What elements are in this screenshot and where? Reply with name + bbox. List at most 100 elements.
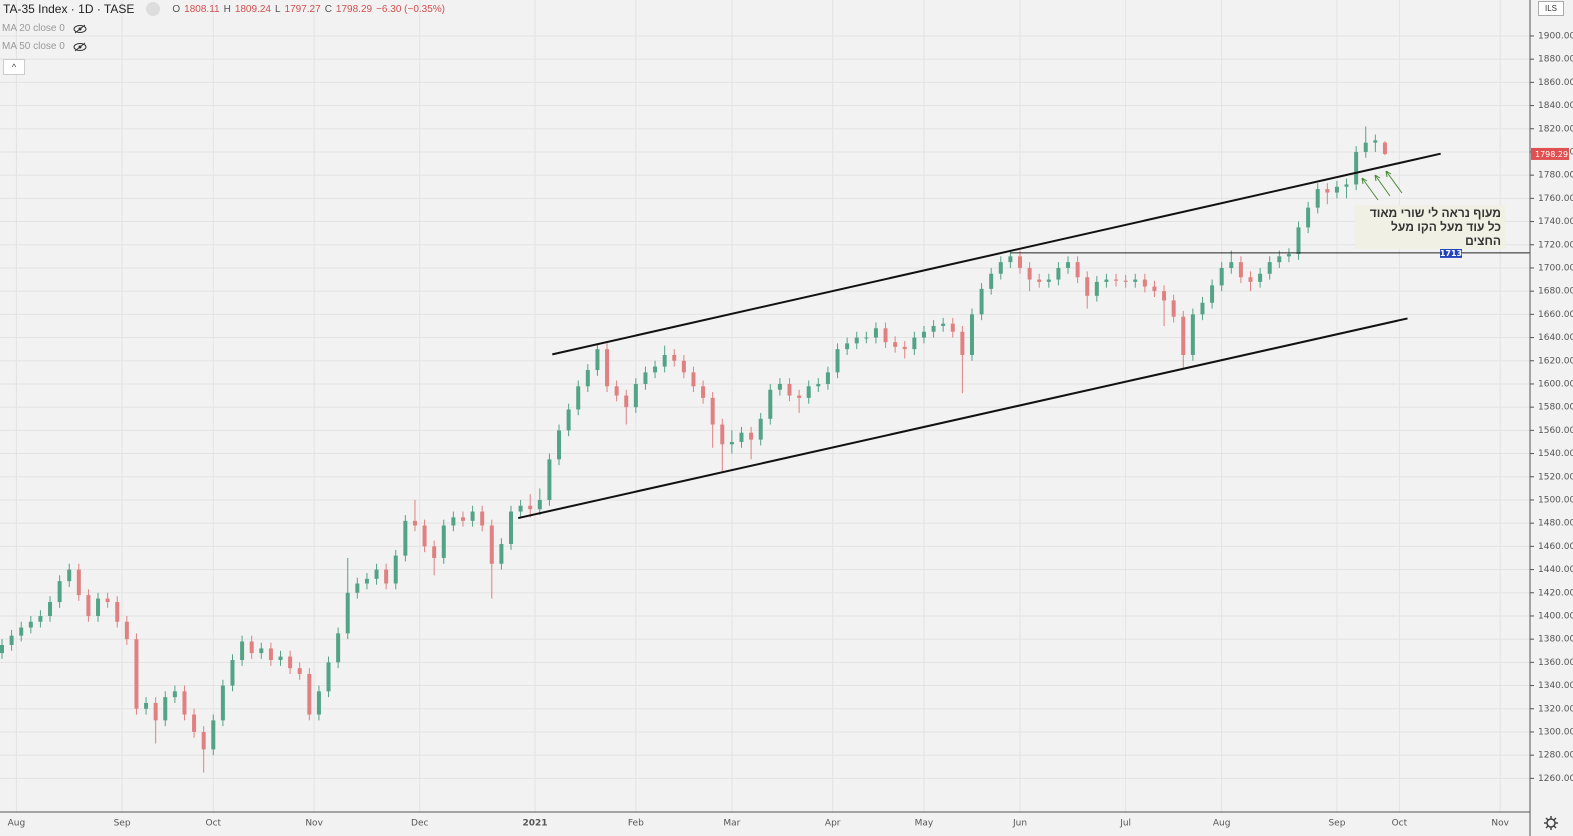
high-value: 1809.24 — [234, 3, 271, 15]
candle-body — [384, 569, 389, 584]
candle-body — [364, 578, 369, 584]
currency-button[interactable]: ILS — [1538, 1, 1564, 16]
candle-body — [124, 621, 129, 640]
candle-body — [816, 383, 821, 387]
legend-item[interactable]: MA 50 close 0 — [2, 41, 87, 52]
candle-body — [950, 323, 955, 332]
y-tick-label: 1640.00 — [1538, 333, 1573, 343]
collapse-button[interactable]: ^ — [3, 59, 25, 75]
candle-body — [729, 441, 734, 445]
candle-body — [1094, 281, 1099, 296]
hline-label: 1713 — [1440, 249, 1462, 258]
gear[interactable] — [1546, 818, 1556, 828]
candle-body — [739, 432, 744, 442]
candle-body — [28, 621, 33, 628]
candle-body — [9, 635, 14, 645]
candle-body — [1171, 300, 1176, 317]
candle-body — [1152, 286, 1157, 292]
eye-icon[interactable] — [73, 24, 87, 34]
x-tick-label: Oct — [206, 819, 222, 829]
legend-label: MA 20 close 0 — [2, 23, 65, 34]
ohlc-label: O — [172, 3, 181, 15]
candle-body — [153, 702, 158, 721]
y-tick-label: 1300.00 — [1538, 727, 1573, 737]
hline-label-box — [1440, 247, 1462, 258]
candle-body — [557, 430, 562, 460]
eye-icon[interactable] — [73, 42, 87, 52]
y-tick-label: 1320.00 — [1538, 704, 1573, 714]
settings-icon[interactable] — [1544, 816, 1558, 830]
candle-body — [268, 648, 273, 661]
candle-body — [48, 602, 53, 616]
candle-body — [57, 581, 62, 603]
candle-body — [777, 383, 782, 390]
annotation-line: מעוף נראה לי שורי מאוד — [1369, 206, 1501, 220]
candle-body — [220, 685, 225, 721]
candle-body — [1066, 262, 1071, 268]
candle-body — [172, 691, 177, 698]
candle-body — [1133, 279, 1138, 282]
candle-body — [1258, 273, 1263, 282]
candle-body — [336, 633, 341, 663]
candle-body — [835, 349, 840, 373]
x-tick-label: Sep — [114, 819, 131, 829]
candle-body — [1248, 277, 1253, 282]
y-tick-label: 1460.00 — [1538, 542, 1573, 552]
gear-teeth[interactable] — [1544, 816, 1558, 830]
y-tick-label: 1840.00 — [1538, 101, 1573, 111]
candle-body — [720, 424, 725, 445]
candle-body — [499, 544, 504, 564]
candle-body — [259, 648, 264, 654]
candle-body — [902, 346, 907, 350]
plot: 1713 — [0, 126, 1530, 773]
candle-body — [768, 389, 773, 419]
candle-body — [192, 714, 197, 732]
grid — [0, 0, 1530, 812]
candle-body — [432, 546, 437, 558]
candle-body — [701, 386, 706, 398]
candle-body — [989, 273, 994, 289]
arrows — [1361, 170, 1403, 201]
last-price-label: 1798.29 — [1535, 150, 1568, 159]
candle-body — [326, 662, 331, 692]
candle-body — [422, 525, 427, 547]
candle-body — [806, 386, 811, 398]
candle-body — [1382, 142, 1387, 154]
candle-body — [1085, 277, 1090, 296]
candle-body — [307, 673, 312, 715]
ohlc-label: H — [223, 3, 231, 15]
symbol-title[interactable]: TA-35 Index · 1D · TASE — [3, 2, 135, 16]
candle-body — [316, 691, 321, 715]
status-dot — [146, 2, 161, 16]
y-tick-label: 1740.00 — [1538, 217, 1573, 227]
candle-body — [1373, 140, 1378, 143]
candle-body — [412, 520, 417, 526]
y-tick-label: 1860.00 — [1538, 78, 1573, 88]
legend-item[interactable]: MA 20 close 0 — [2, 23, 87, 34]
candle-body — [393, 555, 398, 584]
candle-body — [1354, 151, 1359, 185]
candle-body — [1306, 207, 1311, 228]
candle-body — [710, 397, 715, 425]
candle-body — [1277, 256, 1282, 263]
candle-body — [1325, 189, 1330, 193]
x-tick-label: Aug — [1213, 819, 1231, 829]
candle-body — [1190, 314, 1195, 355]
candle-body — [941, 323, 946, 326]
candle-body — [672, 354, 677, 361]
candle-body — [278, 656, 283, 661]
candle-body — [38, 615, 43, 622]
y-tick-label: 1620.00 — [1538, 356, 1573, 366]
candle-body — [1229, 262, 1234, 268]
y-tick-label: 1360.00 — [1538, 658, 1573, 668]
candle-body — [182, 691, 187, 715]
candle-body — [211, 720, 216, 750]
candle-body — [1286, 254, 1291, 257]
candle-body — [653, 366, 658, 373]
candle-body — [1123, 280, 1128, 282]
candle-body — [403, 520, 408, 556]
candle-body — [460, 517, 465, 521]
y-tick-label: 1280.00 — [1538, 751, 1573, 761]
ohlc-label: L — [274, 3, 281, 15]
